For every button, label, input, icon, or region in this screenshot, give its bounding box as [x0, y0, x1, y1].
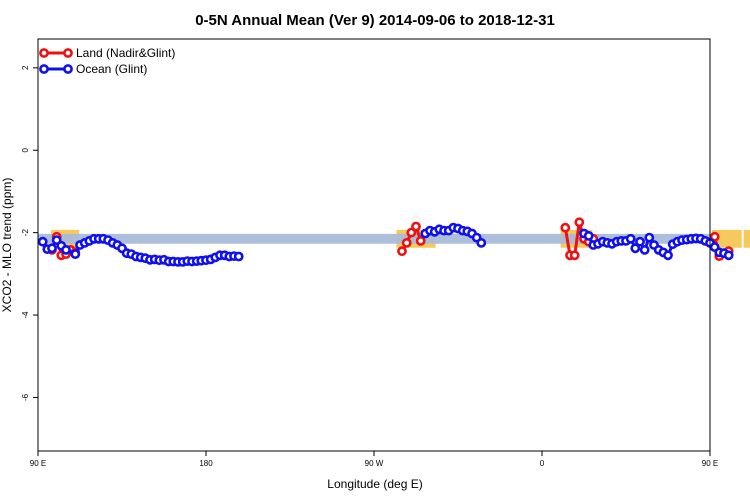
data-point — [569, 250, 580, 261]
y-axis-label: XCO2 - MLO trend (ppm) — [0, 178, 14, 313]
data-point — [406, 227, 417, 238]
x-axis: 90 E 180 90 W 0 90 E — [30, 451, 718, 468]
reference-band — [38, 233, 710, 244]
y-tick-label: 2 — [21, 65, 30, 70]
x-tick-label: 180 — [199, 459, 213, 468]
x-tick-label: 0 — [540, 459, 545, 468]
data-point — [560, 222, 571, 233]
series-ocean — [37, 222, 734, 267]
legend-marker — [39, 48, 49, 58]
legend: Land (Nadir&Glint) Ocean (Glint) — [39, 46, 175, 76]
y-tick-label: -2 — [21, 229, 30, 237]
land-region-4 — [743, 229, 750, 248]
data-point — [583, 230, 594, 241]
y-tick-label: -4 — [21, 311, 30, 319]
data-point — [233, 251, 244, 262]
data-point — [61, 244, 71, 255]
data-point — [709, 231, 720, 242]
land-region-3 — [711, 229, 742, 248]
legend-label: Ocean (Glint) — [76, 62, 147, 76]
x-tick-label: 90 W — [365, 459, 384, 468]
x-tick-label: 90 E — [702, 459, 718, 468]
data-point — [37, 236, 48, 247]
data-point — [574, 217, 585, 228]
data-point — [625, 233, 636, 244]
data-point — [401, 237, 412, 248]
legend-marker — [63, 48, 73, 58]
data-point — [415, 235, 426, 246]
data-point — [723, 250, 734, 261]
data-point — [630, 243, 641, 254]
y-tick-label: -6 — [21, 393, 30, 401]
legend-item-land: Land (Nadir&Glint) — [39, 46, 175, 60]
data-point — [663, 250, 673, 261]
legend-item-ocean: Ocean (Glint) — [39, 62, 147, 76]
data-point — [47, 243, 57, 254]
x-tick-label: 90 E — [30, 459, 46, 468]
series-layer — [37, 217, 734, 267]
y-tick-label: 0 — [21, 147, 30, 152]
data-point — [476, 237, 487, 248]
y-axis: 2 0 -2 -4 -6 — [21, 65, 38, 401]
legend-marker — [63, 64, 73, 74]
data-point — [397, 246, 407, 257]
x-axis-label: Longitude (deg E) — [327, 477, 422, 491]
data-point — [644, 232, 655, 243]
data-point — [639, 244, 650, 255]
band-layer — [38, 233, 710, 244]
chart-title: 0-5N Annual Mean (Ver 9) 2014-09-06 to 2… — [195, 12, 555, 29]
data-point — [411, 221, 421, 232]
data-point — [70, 249, 81, 259]
legend-marker — [39, 64, 49, 74]
data-point — [635, 236, 645, 247]
legend-label: Land (Nadir&Glint) — [76, 46, 175, 60]
